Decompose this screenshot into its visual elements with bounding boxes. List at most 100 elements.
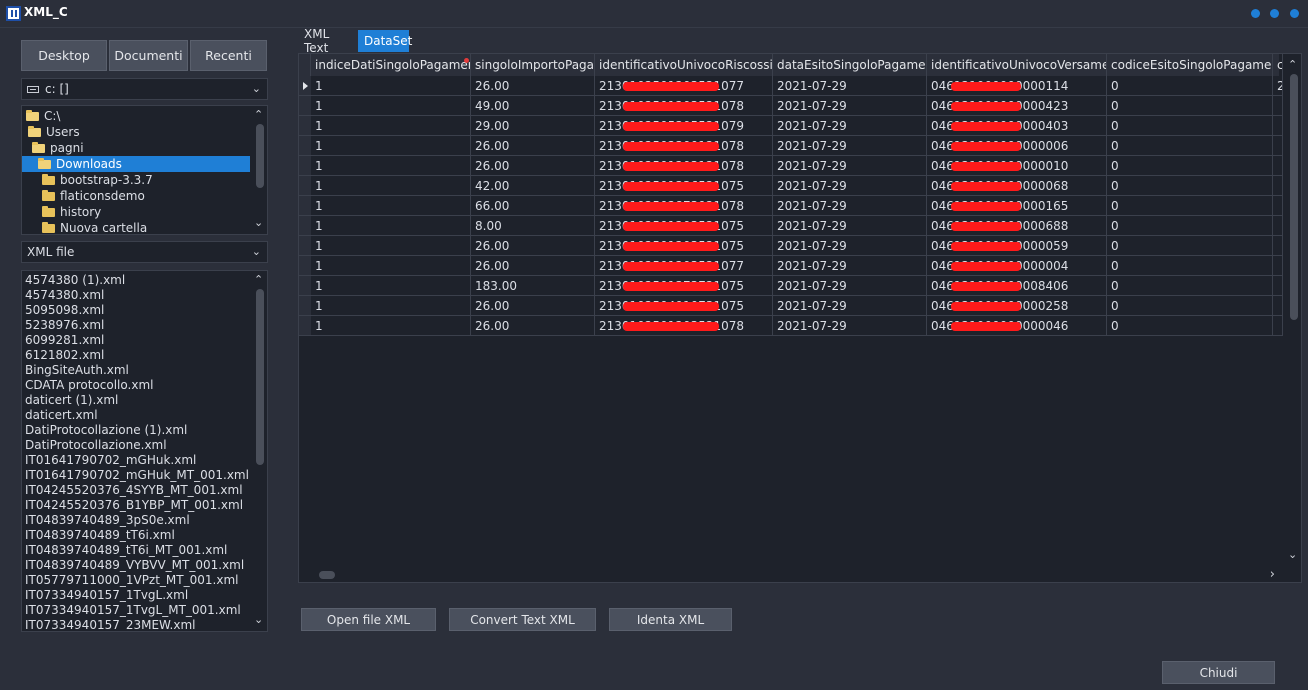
grid-cell[interactable]: 1 — [311, 276, 471, 296]
grid-cell[interactable]: 2130102501336521075 — [595, 176, 773, 196]
grid-cell[interactable]: 8.00 — [471, 216, 595, 236]
grid-cell[interactable]: 2130102501203121078 — [595, 156, 773, 176]
column-header[interactable]: indiceDatiSingoloPagamento — [311, 54, 471, 76]
file-list-item[interactable]: 6099281.xml — [25, 333, 105, 347]
current-row-indicator-icon[interactable] — [299, 76, 311, 96]
grid-cell[interactable]: 0 — [1107, 96, 1273, 116]
documenti-button[interactable]: Documenti — [109, 40, 188, 71]
grid-vertical-scrollbar[interactable]: ⌃ ⌄ — [1287, 54, 1301, 570]
row-header[interactable] — [299, 216, 311, 236]
grid-cell[interactable]: 1 — [311, 76, 471, 96]
file-list-item[interactable]: IT01641790702_mGHuk.xml — [25, 453, 197, 467]
grid-cell[interactable]: 1 — [311, 256, 471, 276]
grid-horizontal-scrollbar[interactable]: › — [299, 567, 1301, 582]
grid-cell[interactable]: 046121000000000010 — [927, 156, 1107, 176]
file-list[interactable]: 4574380 (1).xml 4574380.xml 5095098.xml 523… — [21, 270, 268, 632]
dataset-grid[interactable]: indiceDatiSingoloPagamento singoloImporto… — [298, 53, 1302, 583]
tree-item-c-drive[interactable]: C:\ — [22, 108, 250, 124]
file-list-item[interactable]: IT07334940157_23MEW.xml — [25, 618, 196, 632]
grid-cell[interactable]: 2130102501203521075 — [595, 236, 773, 256]
column-header[interactable]: identificativoUnivocoVersamento — [927, 54, 1107, 76]
file-list-item[interactable]: BingSiteAuth.xml — [25, 363, 129, 377]
grid-cell[interactable]: 1 — [311, 236, 471, 256]
row-header[interactable] — [299, 176, 311, 196]
indent-xml-button[interactable]: Identa XML — [609, 608, 732, 631]
grid-cell[interactable]: 2130102501203521077 — [595, 76, 773, 96]
tree-item-bootstrap[interactable]: bootstrap-3.3.7 — [22, 172, 250, 188]
grid-cell[interactable]: 1 — [311, 116, 471, 136]
grid-cell[interactable]: 046121000000000423 — [927, 96, 1107, 116]
grid-cell[interactable]: 2130102501373721075 — [595, 276, 773, 296]
column-header[interactable]: identificativoUnivocoRiscossione — [595, 54, 773, 76]
grid-cell[interactable]: 2130102501203521078 — [595, 96, 773, 116]
grid-cell[interactable]: 49.00 — [471, 96, 595, 116]
file-list-item[interactable]: IT01641790702_mGHuk_MT_001.xml — [25, 468, 249, 482]
grid-cell[interactable]: 2021-07-29 — [773, 176, 927, 196]
column-header[interactable]: codiceEsitoSingoloPagamento — [1107, 54, 1273, 76]
file-list-item[interactable]: IT07334940157_1TvgL.xml — [25, 588, 189, 602]
grid-cell[interactable]: 26.00 — [471, 136, 595, 156]
grid-cell[interactable] — [1273, 156, 1283, 176]
file-list-item[interactable]: daticert.xml — [25, 408, 98, 422]
grid-cell[interactable]: 1 — [311, 176, 471, 196]
grid-cell[interactable]: 1 — [311, 156, 471, 176]
file-list-item[interactable]: IT04839740489_tT6i_MT_001.xml — [25, 543, 228, 557]
scroll-down-icon[interactable]: ⌄ — [254, 216, 264, 229]
file-list-item[interactable]: IT05779711000_1VPzt_MT_001.xml — [25, 573, 239, 587]
grid-cell[interactable]: 2021-07-29 — [773, 296, 927, 316]
file-list-item[interactable]: CDATA protocollo.xml — [25, 378, 154, 392]
column-header[interactable]: c — [1273, 54, 1283, 76]
file-list-item[interactable]: 4574380.xml — [25, 288, 105, 302]
grid-cell[interactable]: 183.00 — [471, 276, 595, 296]
grid-cell[interactable]: 2021-07-29 — [773, 316, 927, 336]
scroll-thumb[interactable] — [319, 571, 335, 579]
grid-cell[interactable]: 046121000000000114 — [927, 76, 1107, 96]
grid-cell[interactable]: 26.00 — [471, 296, 595, 316]
file-list-item[interactable]: IT04839740489_3pS0e.xml — [25, 513, 190, 527]
row-header[interactable] — [299, 156, 311, 176]
file-list-item[interactable]: daticert (1).xml — [25, 393, 119, 407]
grid-cell[interactable]: 2130102502873921078 — [595, 196, 773, 216]
file-list-item[interactable]: 6121802.xml — [25, 348, 105, 362]
row-header[interactable] — [299, 236, 311, 256]
grid-cell[interactable] — [1273, 296, 1283, 316]
file-list-item[interactable]: IT07334940157_1TvgL_MT_001.xml — [25, 603, 241, 617]
grid-cell[interactable]: 26.00 — [471, 256, 595, 276]
grid-cell[interactable]: 046121000000000258 — [927, 296, 1107, 316]
file-list-item[interactable]: 5095098.xml — [25, 303, 105, 317]
file-list-item[interactable]: 5238976.xml — [25, 318, 105, 332]
row-header[interactable] — [299, 136, 311, 156]
grid-cell[interactable]: 046121000000000006 — [927, 136, 1107, 156]
grid-cell[interactable]: 0 — [1107, 256, 1273, 276]
scroll-thumb[interactable] — [256, 124, 264, 188]
grid-cell[interactable]: 2021-07-29 — [773, 76, 927, 96]
grid-cell[interactable]: 1 — [311, 216, 471, 236]
close-button[interactable]: Chiudi — [1162, 661, 1275, 684]
grid-cell[interactable]: 046121000000000068 — [927, 176, 1107, 196]
tree-item-nuova-cartella[interactable]: Nuova cartella — [22, 220, 250, 234]
grid-cell[interactable]: 0 — [1107, 76, 1273, 96]
tab-xml-text[interactable]: XML Text — [298, 27, 358, 55]
scroll-up-icon[interactable]: ⌃ — [254, 108, 264, 121]
grid-cell[interactable]: 2021-07-29 — [773, 216, 927, 236]
grid-cell[interactable]: 0 — [1107, 296, 1273, 316]
scroll-thumb[interactable] — [1290, 74, 1298, 320]
grid-cell[interactable]: 046121000000000165 — [927, 196, 1107, 216]
folder-tree[interactable]: C:\ Users pagni Downloads bootstrap-3.3.… — [21, 105, 268, 235]
grid-cell[interactable]: 2021-07-29 — [773, 136, 927, 156]
grid-cell[interactable]: 1 — [311, 296, 471, 316]
window-minimize-dot-icon[interactable] — [1251, 9, 1260, 18]
grid-cell[interactable]: 66.00 — [471, 196, 595, 216]
row-header[interactable] — [299, 296, 311, 316]
file-list-item[interactable]: DatiProtocollazione.xml — [25, 438, 167, 452]
tab-dataset[interactable]: DataSet — [358, 30, 412, 52]
row-header[interactable] — [299, 256, 311, 276]
file-list-item[interactable]: IT04245520376_4SYYB_MT_001.xml — [25, 483, 243, 497]
grid-cell[interactable]: 2021-07-29 — [773, 96, 927, 116]
grid-cell[interactable]: 2021-07-29 — [773, 256, 927, 276]
grid-cell[interactable]: 2130102501203521077 — [595, 256, 773, 276]
grid-cell[interactable]: 2130102501203521075 — [595, 216, 773, 236]
grid-cell[interactable]: 2021-07-29 — [773, 156, 927, 176]
file-list-scrollbar[interactable]: ⌃ ⌄ — [253, 271, 267, 631]
grid-cell[interactable] — [1273, 216, 1283, 236]
